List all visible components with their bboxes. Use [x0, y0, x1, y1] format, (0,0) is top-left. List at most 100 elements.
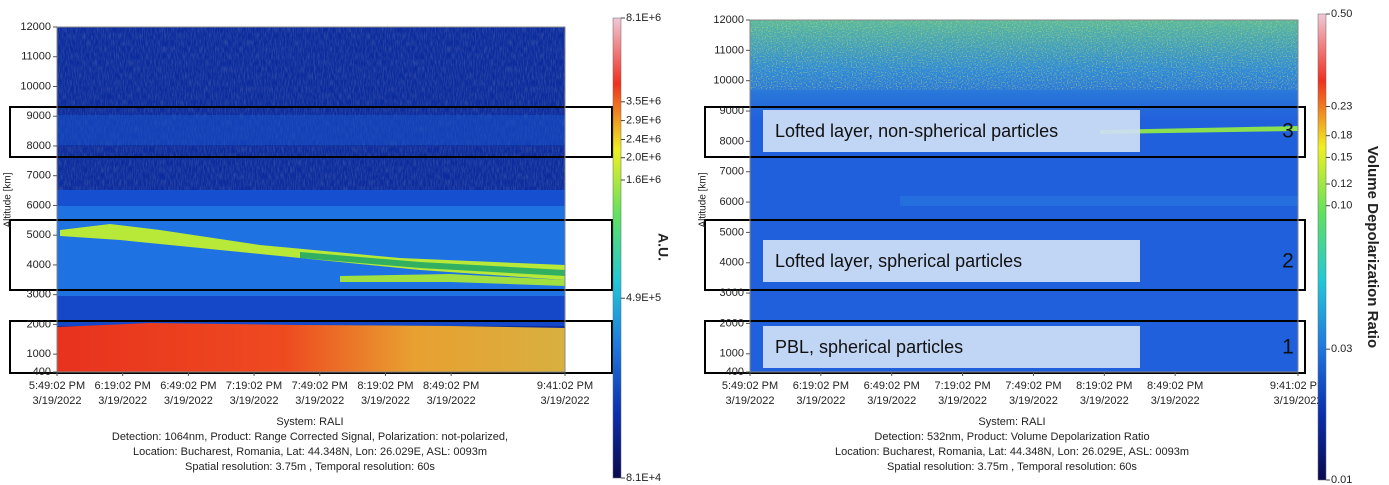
colorbar-label: Volume Depolarization Ratio	[1364, 146, 1381, 348]
y-tick-label: 6000	[27, 199, 51, 211]
x-tick-date: 3/19/2022	[295, 395, 344, 407]
y-tick-label: 8000	[720, 135, 744, 147]
y-tick-label: 400	[33, 366, 51, 378]
x-tick-label: 7:49:02 PM	[1005, 380, 1061, 392]
left-heatmap	[57, 27, 565, 372]
annotation-panel	[763, 110, 1140, 152]
y-tick-label: 400	[726, 366, 744, 378]
y-tick-label: 7000	[27, 170, 51, 182]
colorbar	[1317, 13, 1327, 481]
colorbar-tick-label: 3.5E+6	[626, 96, 661, 108]
x-tick-label: 6:19:02 PM	[793, 380, 849, 392]
y-axis-label: Altitude [km]	[3, 172, 14, 227]
annotation-text: Lofted layer, spherical particles	[775, 251, 1022, 271]
footer-line: System: RALI	[978, 416, 1045, 428]
y-tick-label: 9000	[27, 110, 51, 122]
x-tick-date: 3/19/2022	[938, 395, 987, 407]
colorbar-tick-label: 0.10	[1331, 200, 1352, 212]
x-tick-date: 3/19/2022	[361, 395, 410, 407]
x-tick-label: 5:49:02 PM	[722, 380, 778, 392]
colorbar-tick-label: 2.4E+6	[626, 133, 661, 145]
y-tick-label: 2000	[720, 317, 744, 329]
footer-line: Spatial resolution: 3.75m , Temporal res…	[185, 461, 435, 473]
x-tick-date: 3/19/2022	[726, 395, 775, 407]
x-tick-date: 3/19/2022	[1009, 395, 1058, 407]
colorbar-tick-label: 0.50	[1331, 8, 1352, 20]
colorbar-tick-label: 0.12	[1331, 178, 1352, 190]
y-tick-label: 5000	[720, 226, 744, 238]
colorbar-tick-label: 0.18	[1331, 130, 1352, 142]
x-tick-label: 6:49:02 PM	[160, 380, 216, 392]
x-tick-label: 8:49:02 PM	[1147, 380, 1203, 392]
footer-line: Detection: 1064nm, Product: Range Correc…	[112, 431, 508, 443]
y-tick-label: 4000	[720, 257, 744, 269]
y-tick-label: 10000	[713, 75, 744, 87]
footer-line: Location: Bucharest, Romania, Lat: 44.34…	[835, 446, 1189, 458]
x-tick-date: 3/19/2022	[1274, 395, 1323, 407]
x-tick-date: 3/19/2022	[867, 395, 916, 407]
x-tick-date: 3/19/2022	[98, 395, 147, 407]
x-tick-date: 3/19/2022	[541, 395, 590, 407]
y-tick-label: 12000	[713, 14, 744, 26]
x-tick-date: 3/19/2022	[427, 395, 476, 407]
y-tick-label: 3000	[720, 287, 744, 299]
y-tick-label: 6000	[720, 196, 744, 208]
y-tick-label: 2000	[27, 318, 51, 330]
annotation-text: PBL, spherical particles	[775, 337, 963, 357]
x-tick-label: 7:19:02 PM	[934, 380, 990, 392]
colorbar-tick-label: 8.1E+6	[626, 12, 661, 24]
colorbar-tick-label: 4.9E+5	[626, 292, 661, 304]
annotation-number: 1	[1282, 336, 1294, 359]
y-tick-label: 3000	[27, 289, 51, 301]
colorbar-tick-label: 0.23	[1331, 100, 1352, 112]
annotation-text: Lofted layer, non-spherical particles	[775, 121, 1058, 141]
footer-line: Location: Bucharest, Romania, Lat: 44.34…	[133, 446, 487, 458]
y-tick-label: 8000	[27, 140, 51, 152]
y-tick-label: 7000	[720, 166, 744, 178]
annotation-panel	[763, 326, 1140, 368]
colorbar-tick-label: 0.15	[1331, 151, 1352, 163]
x-tick-label: 7:19:02 PM	[226, 380, 282, 392]
colorbar-tick-label: 1.6E+6	[626, 174, 661, 186]
y-tick-label: 12000	[20, 21, 51, 33]
annotation-panel	[763, 240, 1140, 282]
x-tick-label: 6:19:02 PM	[95, 380, 151, 392]
colorbar-tick-label: 2.0E+6	[626, 152, 661, 164]
footer-line: System: RALI	[276, 416, 343, 428]
x-tick-date: 3/19/2022	[1080, 395, 1129, 407]
y-tick-label: 11000	[21, 51, 51, 63]
colorbar-tick-label: 8.1E+4	[626, 472, 661, 484]
y-tick-label: 9000	[720, 105, 744, 117]
x-tick-date: 3/19/2022	[33, 395, 82, 407]
x-tick-label: 6:49:02 PM	[864, 380, 920, 392]
y-tick-label: 1000	[720, 348, 744, 360]
y-tick-label: 11000	[714, 44, 744, 56]
y-axis-label: Altitude [km]	[698, 172, 709, 227]
x-tick-date: 3/19/2022	[164, 395, 213, 407]
x-tick-label: 8:49:02 PM	[423, 380, 479, 392]
colorbar-tick-label: 0.03	[1331, 343, 1352, 355]
footer-line: Spatial resolution: 3.75m , Temporal res…	[887, 461, 1137, 473]
y-tick-label: 10000	[20, 80, 51, 92]
plot-frame	[56, 26, 566, 373]
x-tick-label: 9:41:02 PM	[537, 380, 593, 392]
plot-frame	[749, 19, 1299, 373]
annotation-boxes	[9, 106, 1306, 374]
annotation-number: 3	[1282, 120, 1294, 143]
x-tick-label: 5:49:02 PM	[29, 380, 85, 392]
colorbar-tick-label: 2.9E+6	[626, 115, 661, 127]
right-heatmap	[750, 20, 1298, 372]
colorbar-label: A.U.	[655, 233, 671, 261]
x-tick-date: 3/19/2022	[1151, 395, 1200, 407]
x-tick-label: 9:41:02 PM	[1270, 380, 1326, 392]
x-tick-label: 8:19:02 PM	[1076, 380, 1132, 392]
x-tick-label: 8:19:02 PM	[357, 380, 413, 392]
y-tick-label: 1000	[27, 348, 51, 360]
footer-line: Detection: 532nm, Product: Volume Depola…	[874, 431, 1149, 443]
x-tick-label: 7:49:02 PM	[292, 380, 348, 392]
colorbar-tick-label: 0.01	[1331, 474, 1352, 485]
colorbar	[612, 17, 622, 479]
annotation-number: 2	[1282, 250, 1294, 273]
y-tick-label: 5000	[27, 229, 51, 241]
